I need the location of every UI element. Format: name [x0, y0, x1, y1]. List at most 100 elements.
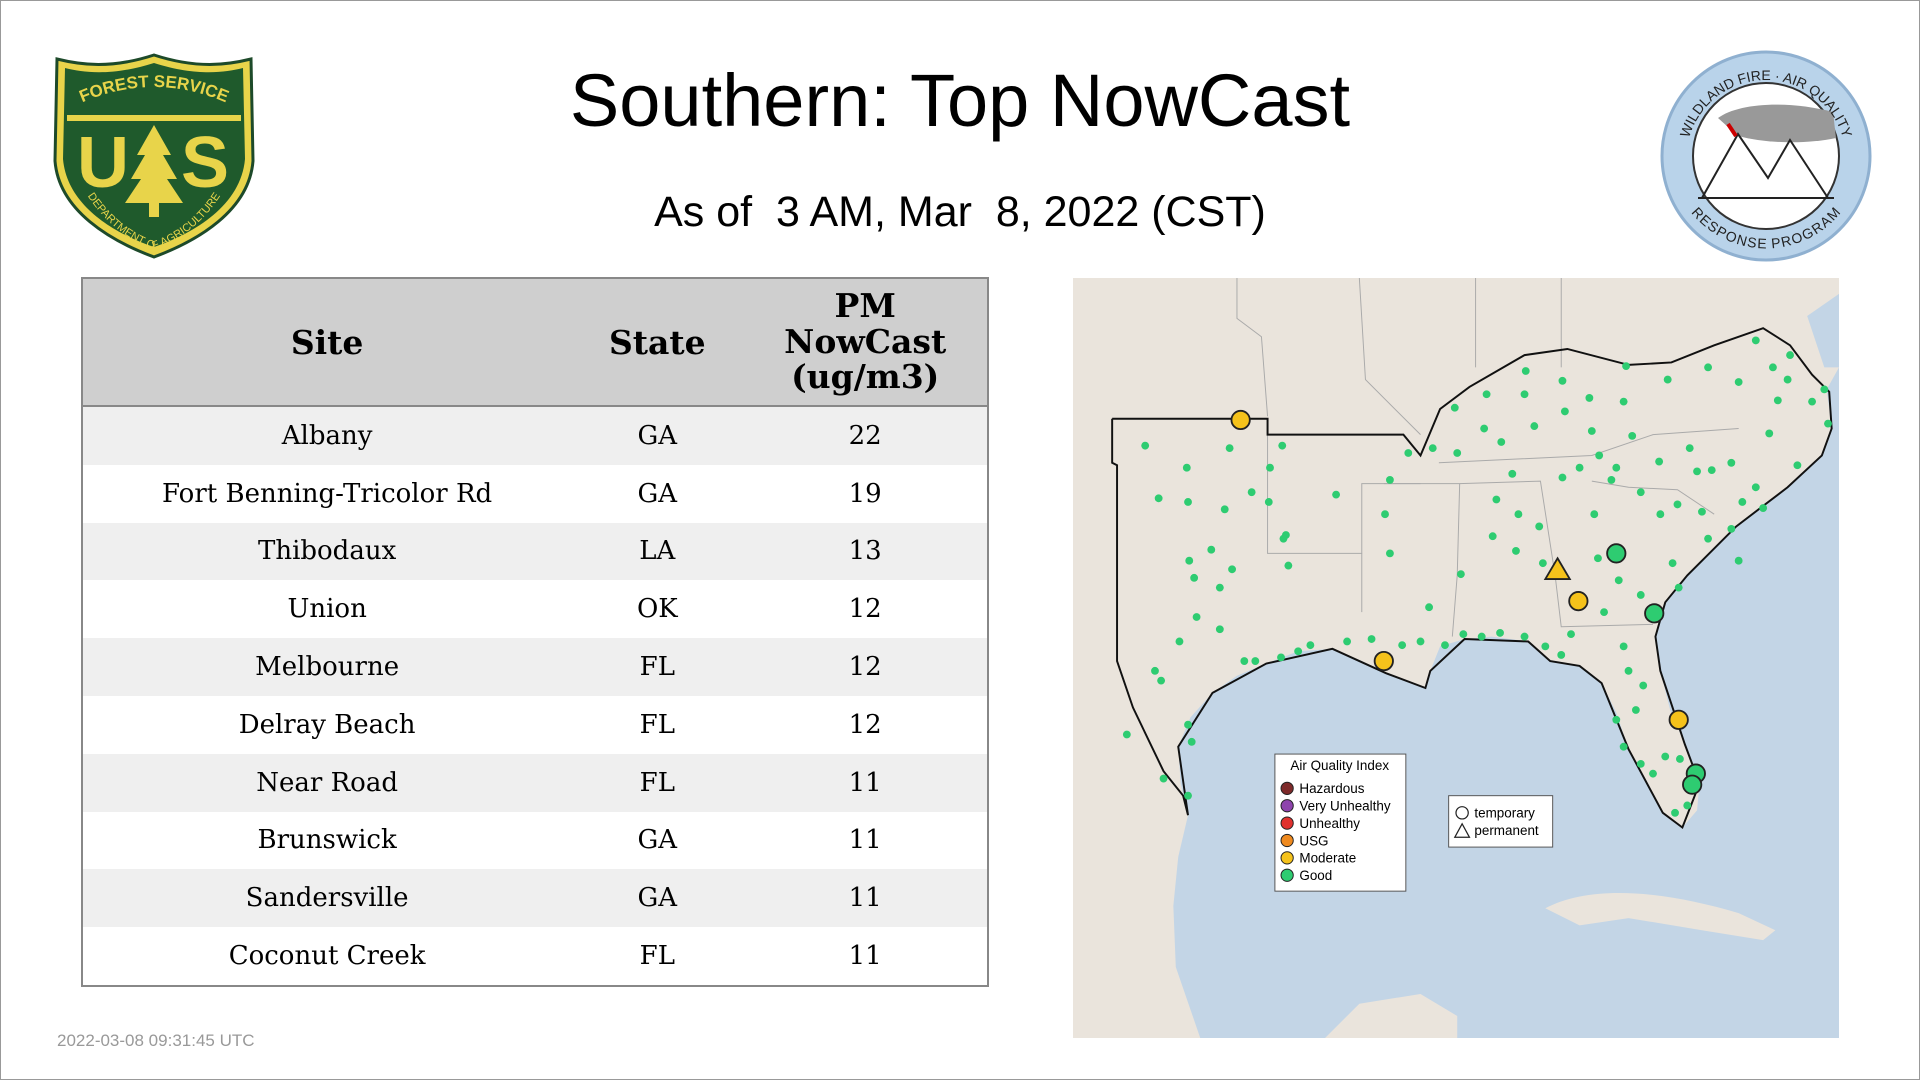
site-dot [1520, 632, 1529, 641]
site-dot [1765, 429, 1774, 438]
site-dot [1279, 534, 1288, 543]
site-dot [1381, 510, 1389, 519]
table-row: Fort Benning-Tricolor Rd GA 19 [82, 465, 988, 523]
site-dot [1122, 730, 1131, 739]
site-dot [1306, 641, 1315, 650]
site-dot [1676, 755, 1684, 763]
site-dot [1673, 500, 1682, 509]
site-dot [1154, 494, 1163, 503]
site-dot [1656, 510, 1665, 519]
wildland-fire-logo: WILDLAND FIRE · AIR QUALITY RESPONSE PRO… [1660, 50, 1872, 262]
table-cell: FL [571, 638, 744, 696]
site-dot [1674, 583, 1683, 592]
site-dot [1477, 632, 1486, 641]
site-dot [1184, 720, 1192, 729]
site-dot [1425, 603, 1433, 612]
site-dot [1793, 461, 1802, 470]
table-cell: Near Road [82, 753, 572, 812]
site-dot [1175, 637, 1184, 646]
site-dot [1492, 495, 1501, 504]
site-dot [1594, 554, 1602, 563]
site-dot [1587, 427, 1596, 435]
site-dot [1557, 651, 1566, 659]
site-dot [1663, 375, 1672, 384]
site-dot [1636, 488, 1645, 497]
site-dot [1416, 637, 1425, 646]
site-dot [1240, 657, 1249, 665]
table-cell: Union [287, 594, 367, 625]
site-dot [1157, 676, 1166, 685]
table-cell: 22 [743, 406, 988, 465]
site-dot [1631, 706, 1640, 714]
site-dot [1704, 534, 1712, 543]
site-marker [1606, 543, 1627, 564]
site-dot [1808, 397, 1816, 406]
logo-letter: U [77, 123, 129, 203]
timestamp: 2022-03-08 09:31:45 UTC [57, 1031, 255, 1050]
legend-box [1274, 753, 1407, 892]
table-cell: Fort Benning-Tricolor Rd [162, 478, 493, 509]
site-dot [1520, 390, 1529, 399]
table-row: Melbourne FL 12 [82, 638, 988, 696]
site-dot [1482, 390, 1491, 399]
table-cell: GA [637, 478, 678, 509]
site-dot [1738, 498, 1747, 506]
site-dot [1441, 641, 1449, 650]
site-dot [1215, 625, 1224, 634]
column-header: PM NowCast (ug/m3) [743, 278, 988, 407]
site-dot [1614, 576, 1623, 585]
table-body: Albany GA 22 Fort Benning-Tricolor Rd GA 19 Th… [82, 406, 988, 986]
table-cell: Coconut Creek [228, 941, 426, 972]
legend-swatch [1280, 833, 1294, 848]
site-dot [1450, 403, 1459, 412]
site-dot [1141, 441, 1150, 450]
site-dot [1247, 488, 1256, 497]
column-header-text: PM NowCast (ug/m3) [784, 285, 947, 397]
legend: Hazardous Very Unhealthy Unhealthy USG Moder… [1280, 781, 1391, 883]
site-dot [1612, 715, 1621, 724]
site-dot [1668, 559, 1677, 568]
site-dot [1619, 642, 1628, 651]
shape-legend-label: temporary [1474, 806, 1535, 821]
table-cell: FL [571, 753, 744, 812]
site-dot [1783, 375, 1792, 384]
forest-service-logo: FOREST SERVICE U S DEPARTMENT OF AGRICUL… [53, 53, 255, 259]
table-cell: FL [639, 941, 675, 972]
site-dot [1512, 546, 1520, 555]
site-dot [1497, 438, 1506, 446]
legend-title: Air Quality Index [1290, 758, 1389, 773]
site-dot [1508, 469, 1517, 478]
site-dot [1343, 637, 1352, 646]
legend-swatch [1280, 799, 1294, 813]
site-dot [1496, 628, 1504, 637]
site-dot [1228, 565, 1236, 574]
site-dot [1277, 653, 1285, 662]
site-dot [1278, 441, 1287, 450]
site-dot [1488, 532, 1497, 541]
legend-swatch [1280, 868, 1294, 882]
table-cell: Albany [82, 406, 572, 465]
site-dot [1655, 457, 1664, 466]
table-row: Union OK 12 [82, 580, 988, 638]
site-dot [1530, 422, 1539, 430]
site-dot [1187, 737, 1196, 746]
table-cell: 11 [848, 941, 882, 972]
table-cell: 12 [743, 638, 988, 696]
legend-swatch [1280, 781, 1294, 795]
site-dot [1190, 573, 1199, 582]
site-dot [1698, 507, 1706, 516]
site-dot [1704, 363, 1712, 372]
site-marker [1543, 556, 1572, 580]
site-dot [1184, 498, 1192, 506]
site-dot [1628, 431, 1637, 440]
site-dot [1619, 397, 1628, 406]
site-marker [1230, 409, 1251, 431]
site-dot [1207, 545, 1216, 554]
table-cell: 19 [848, 478, 882, 509]
table-cell: Brunswick [257, 825, 397, 856]
site-marker [1373, 650, 1394, 672]
site-dot [1538, 559, 1547, 568]
site-marker [1668, 709, 1689, 730]
site-dot [1456, 570, 1465, 579]
subtitle: As of 3 AM, Mar 8, 2022 (CST) [654, 188, 1266, 236]
